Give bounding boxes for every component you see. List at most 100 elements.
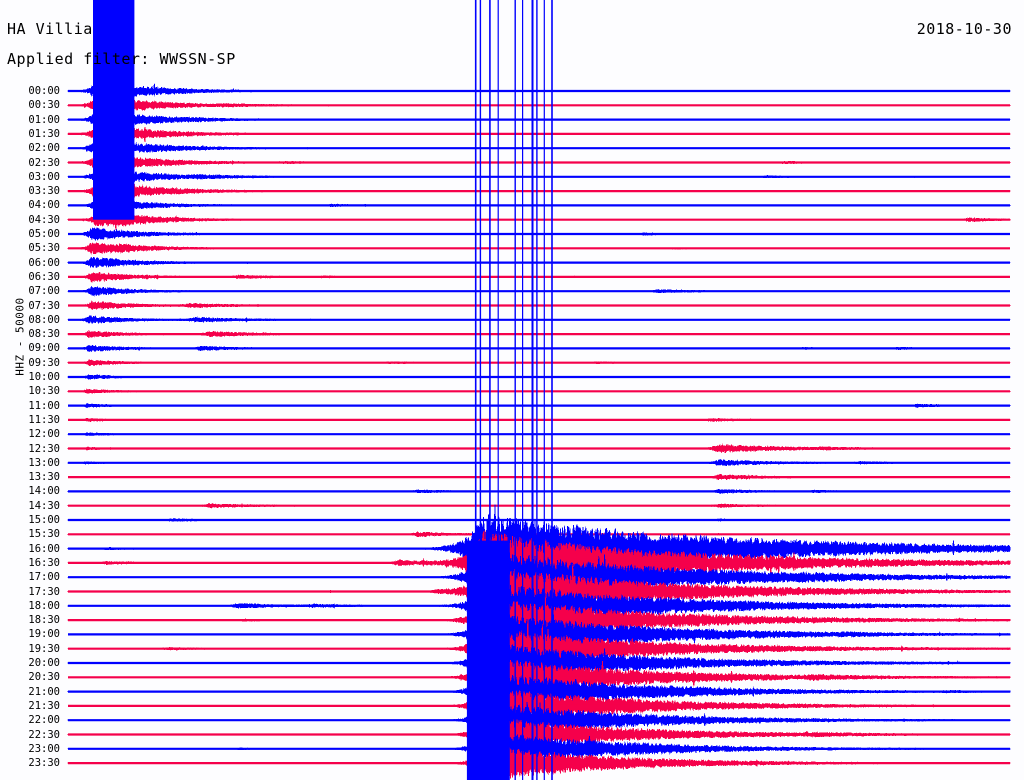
time-label: 18:00: [28, 599, 60, 612]
trace-row: [67, 344, 1011, 353]
time-label: 15:30: [28, 528, 60, 541]
trace-row: [67, 227, 1011, 241]
trace-row: [67, 503, 1011, 509]
time-label: 07:30: [28, 299, 60, 312]
trace-row: [67, 197, 1011, 213]
time-label: 11:00: [28, 399, 60, 412]
time-label: 19:00: [28, 628, 60, 641]
time-label: 11:30: [28, 413, 60, 426]
time-label: 01:30: [28, 127, 60, 140]
trace-row: [68, 300, 1011, 311]
time-label: 08:30: [28, 328, 60, 341]
trace-row: [67, 473, 1011, 481]
trace-row: [67, 716, 1011, 754]
trace-row: [67, 700, 1011, 748]
time-label: 14:00: [28, 485, 60, 498]
time-label: 20:00: [28, 657, 60, 669]
time-axis: 00:00 00:30 01:00 01:30 02:00 02:30 03:00 03:30…: [0, 0, 60, 780]
trace-row: [67, 182, 1011, 201]
trace-row: [67, 402, 1011, 409]
record-date: 2018-10-30: [916, 20, 1012, 38]
trace-row: [67, 209, 1011, 230]
trace-row: [67, 168, 1011, 187]
time-label: 12:00: [28, 428, 60, 441]
time-label: 20:30: [28, 671, 60, 684]
time-label: 22:00: [28, 714, 60, 727]
trace-row: [67, 329, 1011, 339]
trace-row: [67, 578, 1011, 644]
time-label: 02:30: [28, 156, 60, 169]
time-label: 02:00: [28, 142, 60, 155]
time-label: 09:30: [28, 356, 60, 369]
trace-row: [67, 488, 1011, 495]
time-label: 13:00: [28, 456, 60, 469]
time-label: 22:30: [28, 728, 60, 741]
trace-row: [67, 671, 1011, 713]
filter-label: Applied filter: WWSSN-SP: [7, 50, 236, 68]
trace-row: [67, 388, 1011, 395]
time-label: 10:00: [28, 371, 60, 383]
time-label: 23:00: [28, 742, 60, 755]
time-label: 05:30: [28, 242, 60, 255]
trace-row: [67, 124, 1011, 145]
time-label: 04:30: [28, 213, 60, 226]
time-label: 12:30: [28, 442, 60, 455]
trace-row: [67, 656, 1011, 700]
trace-row: [67, 359, 1011, 367]
trace-row: [67, 432, 1011, 437]
trace-row: [67, 80, 1011, 101]
trace-row: [67, 685, 1011, 726]
early-saturated-event-block: [93, 0, 135, 220]
trace-row: [68, 271, 1010, 283]
trace-row: [67, 417, 1011, 423]
time-label: 19:30: [28, 642, 60, 655]
time-label: 16:30: [28, 556, 60, 569]
time-label: 07:00: [28, 285, 60, 298]
time-label: 17:30: [28, 585, 60, 598]
time-label: 21:30: [28, 699, 60, 712]
time-label: 03:00: [28, 170, 60, 183]
time-label: 15:00: [28, 514, 60, 526]
trace-row: [67, 95, 1011, 116]
trace-row: [67, 152, 1011, 173]
trace-row: [67, 443, 1011, 454]
time-label: 04:00: [28, 199, 60, 212]
time-label: 09:00: [28, 342, 60, 355]
trace-row: [67, 256, 1011, 269]
time-label: 14:30: [28, 499, 60, 512]
time-label: 03:30: [28, 185, 60, 198]
time-label: 06:00: [28, 256, 60, 269]
trace-row: [67, 518, 1011, 522]
trace-row: [67, 625, 1011, 689]
trace-row: [67, 315, 1011, 324]
time-label: 01:00: [28, 113, 60, 126]
time-label: 10:30: [28, 385, 60, 398]
trace-row: [67, 581, 1011, 632]
trace-row: [67, 110, 1011, 130]
trace-row: [67, 744, 1011, 780]
trace-row: [67, 285, 1011, 297]
time-label: 00:00: [28, 85, 60, 97]
saturated-event-block: [466, 540, 510, 780]
time-label: 08:00: [28, 313, 60, 326]
time-label: 00:30: [28, 99, 60, 112]
time-label: 16:00: [28, 542, 60, 555]
saturation-spikes: [474, 0, 553, 780]
trace-row: [67, 550, 1011, 605]
time-label: 06:30: [28, 270, 60, 283]
time-label: 23:30: [28, 757, 60, 770]
station-name: HA Villia: [7, 20, 93, 38]
time-label: 18:30: [28, 614, 60, 627]
trace-row: [67, 609, 1011, 659]
time-label: 21:00: [28, 685, 60, 698]
trace-row: [67, 242, 1011, 255]
time-label: 13:30: [28, 471, 60, 484]
time-label: 05:00: [28, 228, 60, 240]
trace-row: [67, 730, 1011, 767]
trace-row: [67, 138, 1011, 159]
trace-row: [67, 374, 1011, 380]
trace-row: [67, 459, 1011, 467]
time-label: 17:00: [28, 571, 60, 584]
